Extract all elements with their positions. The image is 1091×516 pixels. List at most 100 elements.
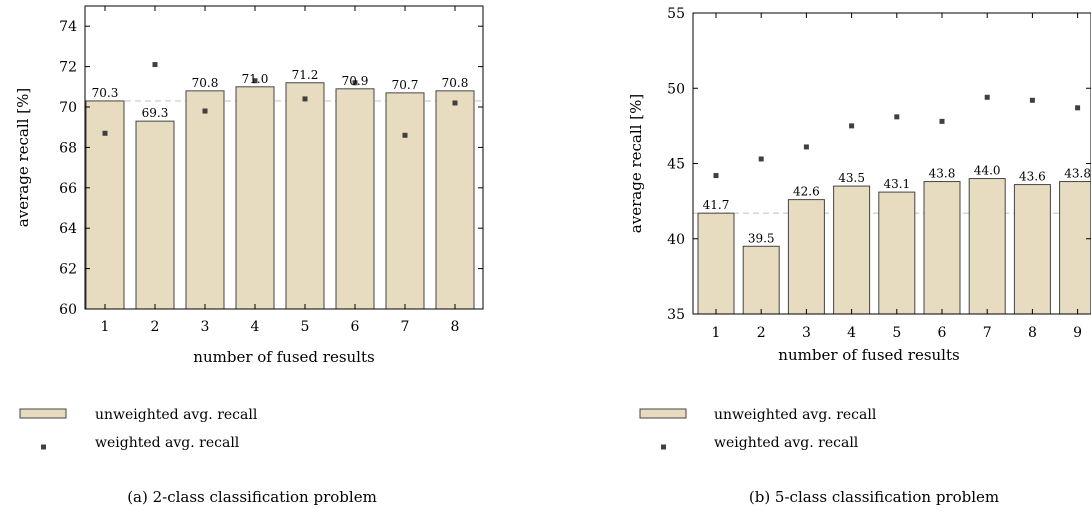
bar [285, 82, 325, 310]
x-axis-ticks: 1 2 3 4 5 6 7 8 9 [712, 13, 1082, 341]
bar [135, 120, 175, 310]
weighted-recall-marker [849, 123, 855, 129]
y-tick-label: 55 [667, 6, 685, 22]
bar-value-label: 71.0 [242, 72, 269, 86]
bar [185, 90, 225, 310]
bar [697, 212, 735, 315]
x-tick-label: 7 [401, 319, 410, 335]
bar [878, 191, 916, 315]
marker-layer [102, 62, 458, 138]
bar-value-label: 44.0 [974, 164, 1001, 178]
y-axis-ticks: 60 62 64 66 68 70 72 74 [59, 19, 483, 318]
x-tick-label: 2 [757, 325, 766, 341]
bar [1059, 181, 1091, 315]
x-tick-label: 7 [983, 325, 992, 341]
data-label-layer: 41.7 39.5 42.6 43.5 43.1 43.8 44.0 43.6 43.8 [703, 164, 1091, 246]
weighted-recall-marker [758, 156, 764, 162]
y-axis-title: average recall [%] [627, 94, 645, 233]
x-axis-title: number of fused results [193, 348, 374, 366]
y-tick-label: 66 [59, 181, 77, 197]
weighted-recall-marker [152, 62, 158, 68]
weighted-recall-marker [252, 78, 258, 84]
chart-5-class: 41.739.542.643.5 43.143.8 44.0 43.6 43.8 354… [627, 6, 1091, 506]
bar [787, 199, 825, 315]
legend-unweighted-label: unweighted avg. recall [95, 407, 258, 423]
legend-bar-swatch [19, 408, 67, 419]
weighted-recall-marker [302, 96, 308, 102]
bar [235, 86, 275, 310]
y-tick-label: 62 [59, 262, 77, 278]
weighted-recall-marker [102, 130, 108, 136]
y-tick-label: 70 [59, 100, 77, 116]
bar [742, 245, 780, 315]
x-tick-label: 9 [1073, 325, 1082, 341]
weighted-recall-marker [1075, 105, 1081, 111]
x-tick-label: 3 [802, 325, 811, 341]
bar-layer [85, 82, 475, 310]
x-tick-label: 8 [451, 319, 460, 335]
x-axis-ticks: 1 2 3 4 5 6 7 8 [101, 6, 460, 335]
bar [1013, 184, 1051, 315]
legend-bar-swatch [639, 408, 687, 419]
legend-weighted-label: weighted avg. recall [95, 435, 240, 451]
x-tick-label: 1 [712, 325, 721, 341]
bar-value-label: 70.8 [192, 76, 219, 90]
x-tick-label: 6 [351, 319, 360, 335]
bar-value-label: 70.8 [442, 76, 469, 90]
weighted-recall-marker [202, 108, 208, 114]
bar-value-label: 43.1 [883, 177, 910, 191]
bar-value-label: 71.2 [292, 68, 319, 82]
weighted-recall-marker [352, 80, 358, 86]
x-tick-label: 4 [251, 319, 260, 335]
caption: (b) 5-class classification problem [749, 488, 999, 506]
x-axis-title: number of fused results [778, 346, 959, 364]
y-tick-label: 50 [667, 81, 685, 97]
bar-value-label: 70.9 [342, 74, 369, 88]
bar [923, 181, 961, 315]
weighted-recall-marker [713, 173, 719, 179]
bar [335, 88, 375, 310]
bar [833, 185, 871, 315]
bar-value-label: 41.7 [703, 198, 730, 212]
plot-frame [84, 5, 484, 310]
y-tick-label: 74 [59, 19, 77, 35]
bar-value-label: 70.3 [92, 86, 119, 100]
y-axis-ticks: 35 40 45 50 55 [667, 6, 1091, 323]
bar-value-label: 43.6 [1019, 170, 1046, 184]
bar [385, 92, 425, 310]
x-tick-label: 5 [301, 319, 310, 335]
bar-value-label: 43.8 [929, 167, 956, 181]
weighted-recall-marker [1029, 97, 1035, 103]
legend: unweighted avg. recall weighted avg. rec… [639, 407, 877, 451]
y-tick-label: 35 [667, 307, 685, 323]
bar-value-label: 42.6 [793, 185, 820, 199]
marker-layer [713, 94, 1081, 179]
bar [435, 90, 475, 310]
weighted-recall-marker [939, 118, 945, 124]
bar-value-label: 43.5 [838, 171, 865, 185]
x-tick-label: 6 [938, 325, 947, 341]
bar-layer [697, 178, 1091, 315]
bar-value-label: 70.7 [392, 78, 419, 92]
legend-weighted-label: weighted avg. recall [714, 435, 859, 451]
y-tick-label: 68 [59, 140, 77, 156]
y-tick-label: 40 [667, 232, 685, 248]
y-tick-label: 45 [667, 157, 685, 173]
legend-point-swatch [661, 444, 666, 450]
weighted-recall-marker [894, 114, 900, 120]
x-tick-label: 3 [201, 319, 210, 335]
caption: (a) 2-class classification problem [127, 488, 377, 506]
x-tick-label: 5 [892, 325, 901, 341]
legend-unweighted-label: unweighted avg. recall [714, 407, 877, 423]
weighted-recall-marker [984, 94, 990, 100]
data-label-layer: 70.3 69.3 70.8 71.0 71.2 70.9 70.7 70.8 [92, 68, 469, 120]
legend: unweighted avg. recall weighted avg. rec… [19, 407, 258, 451]
weighted-recall-marker [402, 132, 408, 138]
y-tick-label: 64 [59, 221, 77, 237]
chart-2-class: 70.369.370.8 71.0 71.2 70.9 70.7 70.8 6062646… [14, 5, 484, 506]
y-axis-title: average recall [%] [14, 88, 32, 227]
x-tick-label: 4 [847, 325, 856, 341]
y-tick-label: 60 [59, 302, 77, 318]
bar-value-label: 39.5 [748, 231, 775, 245]
